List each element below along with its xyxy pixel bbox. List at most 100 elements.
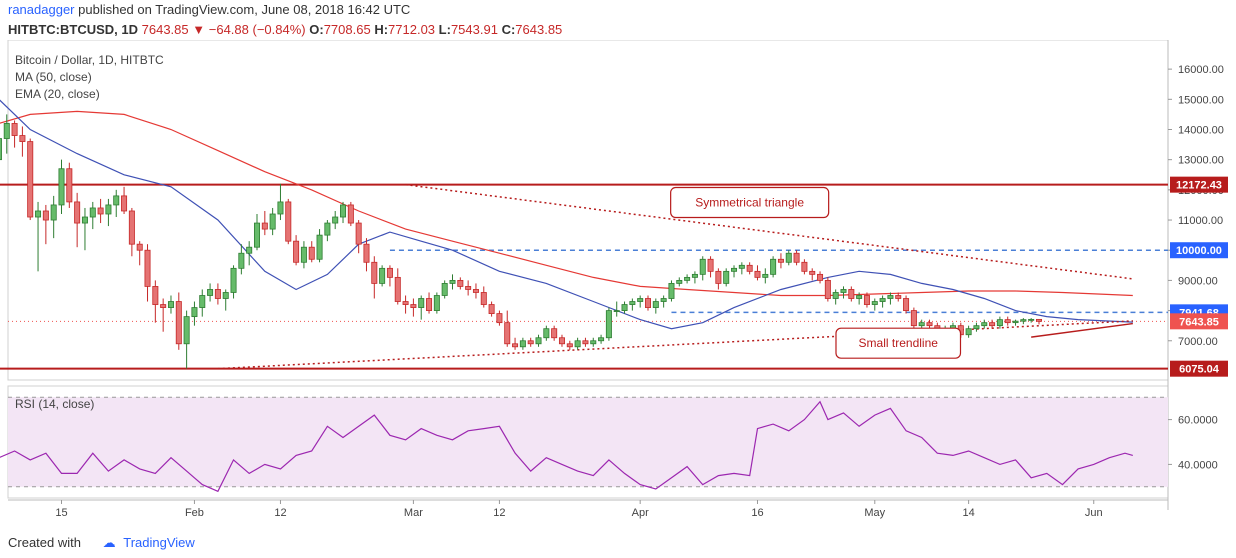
candle-body xyxy=(551,328,558,339)
created-with-label: Created with xyxy=(8,535,81,550)
open-value: 7708.65 xyxy=(323,22,371,37)
candle-body xyxy=(74,201,81,224)
candle-body xyxy=(89,207,96,218)
time-tick-label: Apr xyxy=(632,507,649,519)
candle-body xyxy=(879,298,886,302)
publish-bar: ranadagger published on TradingView.com,… xyxy=(0,0,1236,20)
close-label: C: xyxy=(501,22,516,37)
down-arrow-icon: ▼ xyxy=(192,22,206,37)
price-tick-label: 9000.00 xyxy=(1178,275,1218,287)
trendline xyxy=(405,183,1133,280)
tradingview-brand[interactable]: TradingView xyxy=(123,535,195,550)
rsi-band xyxy=(8,397,1168,487)
low-label: L: xyxy=(438,22,451,37)
candle-body xyxy=(426,298,433,311)
time-tick-label: 12 xyxy=(493,507,505,519)
close-value: 7643.85 xyxy=(515,22,563,37)
candle-body xyxy=(754,270,761,278)
price-tick-label: 11000.00 xyxy=(1178,215,1223,227)
price-label-text: 6075.04 xyxy=(1179,364,1220,376)
low-value: 7543.91 xyxy=(450,22,498,37)
candle-body xyxy=(285,201,292,242)
candle-body xyxy=(472,289,479,293)
candle-body xyxy=(738,264,745,269)
candle-body xyxy=(488,304,495,314)
price-tick-label: 14000.00 xyxy=(1178,124,1224,136)
candle-body xyxy=(58,168,65,206)
candle-body xyxy=(340,204,347,218)
price-change: −64.88 (−0.84%) xyxy=(208,22,306,37)
candle-body xyxy=(0,138,2,161)
candle-body xyxy=(684,276,691,281)
candle-body xyxy=(903,298,910,311)
legend-ema20: EMA (20, close) xyxy=(15,87,100,101)
price-label-text: 7643.85 xyxy=(1179,316,1219,328)
candle-body xyxy=(27,141,34,218)
candle-body xyxy=(144,249,151,287)
candle-body xyxy=(363,243,370,263)
candle-body xyxy=(926,322,933,327)
high-value: 7712.03 xyxy=(388,22,436,37)
ma50-line xyxy=(0,110,1133,297)
candle-body xyxy=(637,298,644,302)
candle-body xyxy=(293,240,300,263)
candle-body xyxy=(645,298,652,308)
candle-body xyxy=(590,340,597,345)
trendline xyxy=(1031,322,1133,338)
candle-body xyxy=(973,325,980,330)
annotation-label: Symmetrical triangle xyxy=(695,196,804,210)
legend-title: Bitcoin / Dollar, 1D, HITBTC xyxy=(15,53,164,67)
candle-body xyxy=(42,210,49,221)
candle-body xyxy=(97,207,104,215)
price-tick-label: 16000.00 xyxy=(1178,64,1224,76)
author-link[interactable]: ranadagger xyxy=(8,2,75,17)
candle-body xyxy=(910,310,917,327)
candle-body xyxy=(652,301,659,308)
time-tick-label: 12 xyxy=(274,507,286,519)
ohlc-bar: HITBTC:BTCUSD, 1D 7643.85 ▼ −64.88 (−0.8… xyxy=(0,20,1236,40)
candle-body xyxy=(121,195,128,212)
candle-body xyxy=(762,273,769,278)
price-label-badge xyxy=(1170,360,1228,377)
candle-body xyxy=(801,261,808,272)
candle-body xyxy=(66,168,73,203)
time-tick-label: May xyxy=(864,507,885,519)
candle-body xyxy=(214,289,221,299)
candle-body xyxy=(355,222,362,245)
candle-body xyxy=(394,276,401,302)
price-label-text: 10000.00 xyxy=(1176,245,1222,257)
last-price: 7643.85 xyxy=(141,22,189,37)
chart-area[interactable]: 16000.0015000.0014000.0013000.0012000.00… xyxy=(0,40,1236,528)
candle-body xyxy=(519,340,526,348)
candle-body xyxy=(691,273,698,278)
candle-body xyxy=(410,304,417,308)
candle-body xyxy=(504,322,511,345)
candle-body xyxy=(183,316,190,345)
candle-body xyxy=(253,222,260,248)
candle-body xyxy=(324,222,331,236)
candle-body xyxy=(965,328,972,336)
open-label: O: xyxy=(309,22,324,37)
price-tick-label: 13000.00 xyxy=(1178,155,1224,167)
candle-body xyxy=(1012,320,1019,324)
candle-body xyxy=(261,222,268,230)
main-pane xyxy=(7,40,1169,381)
candle-body xyxy=(856,295,863,299)
candle-body xyxy=(1036,318,1043,322)
candle-body xyxy=(113,195,120,206)
high-label: H: xyxy=(374,22,389,37)
candle-body xyxy=(1028,318,1035,321)
candle-body xyxy=(50,204,57,221)
candle-body xyxy=(152,286,159,305)
candle-body xyxy=(332,216,339,224)
candle-body xyxy=(558,337,565,345)
candle-body xyxy=(167,301,174,308)
candle-body xyxy=(308,246,315,260)
candle-body xyxy=(128,210,135,245)
candle-body xyxy=(402,301,409,305)
candle-body xyxy=(512,343,519,348)
candle-body xyxy=(832,292,839,299)
price-label-badge xyxy=(1170,313,1228,330)
legend-ma50: MA (50, close) xyxy=(15,70,92,84)
candle-body xyxy=(35,210,42,218)
